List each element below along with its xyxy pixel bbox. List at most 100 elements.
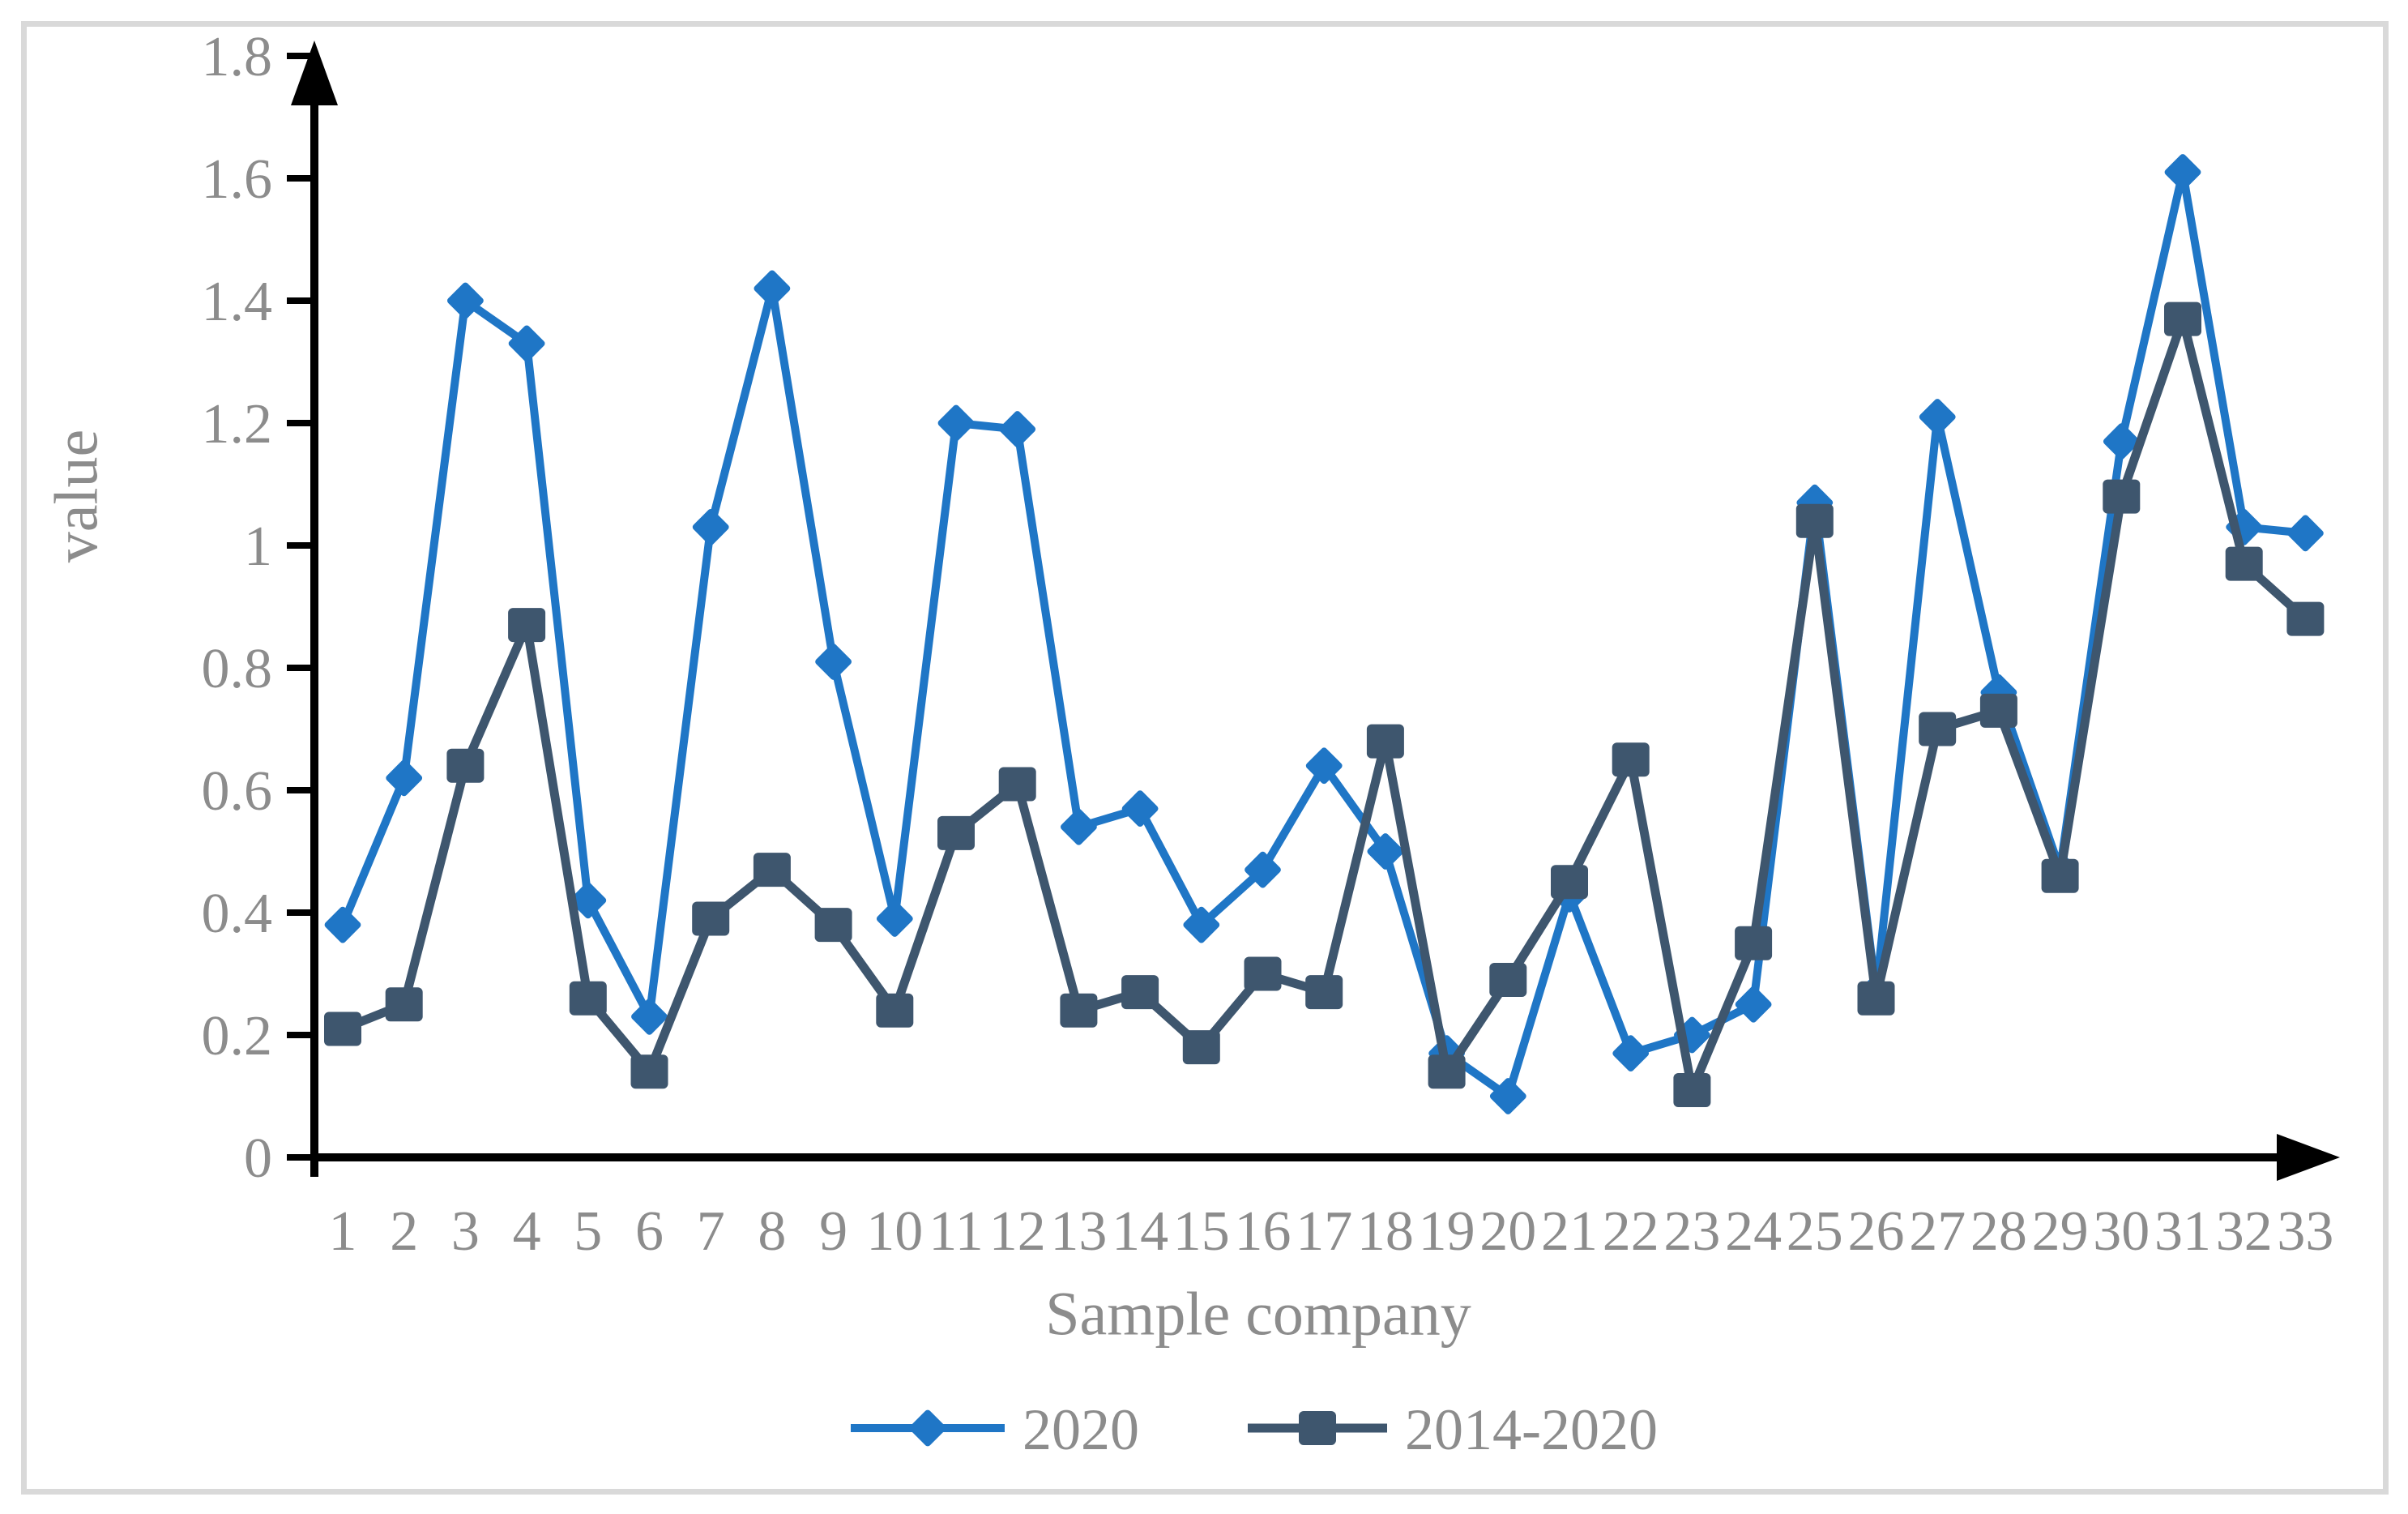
x-tick-label: 15 [1173, 1200, 1230, 1263]
data-point-square-icon [1919, 712, 1957, 746]
x-tick-label: 10 [866, 1200, 923, 1263]
data-point-diamond-icon [692, 508, 729, 545]
data-point-diamond-icon [1061, 808, 1097, 845]
x-tick-label: 14 [1112, 1200, 1168, 1263]
data-point-square-icon [1979, 693, 2017, 728]
data-point-square-icon [1182, 1030, 1220, 1065]
data-point-diamond-icon [1305, 747, 1343, 785]
y-tick-label: 0.8 [202, 638, 273, 700]
data-point-diamond-icon [999, 411, 1036, 447]
data-point-square-icon [1795, 503, 1834, 538]
data-point-diamond-icon [1612, 1035, 1650, 1072]
data-point-diamond-icon [876, 900, 913, 937]
x-tick-label: 25 [1787, 1200, 1843, 1263]
data-point-diamond-icon [570, 882, 607, 919]
x-tick-label: 22 [1603, 1200, 1659, 1263]
data-point-square-icon [446, 748, 485, 783]
x-tick-label: 24 [1725, 1200, 1782, 1263]
data-point-square-icon [1305, 975, 1343, 1010]
x-tick-label: 30 [2093, 1200, 2150, 1263]
x-tick-label: 33 [2277, 1200, 2333, 1263]
x-tick-label: 21 [1541, 1200, 1598, 1263]
x-tick-label: 6 [635, 1200, 664, 1263]
data-point-square-icon [2103, 479, 2141, 514]
data-point-diamond-icon [1735, 986, 1772, 1023]
data-point-square-icon [569, 981, 607, 1016]
x-tick-label: 8 [758, 1200, 786, 1263]
y-tick-label: 1.2 [202, 393, 273, 455]
x-tick-label: 32 [2216, 1200, 2273, 1263]
data-point-diamond-icon [324, 906, 361, 943]
legend-diamond-icon [909, 1409, 946, 1447]
x-tick-label: 9 [819, 1200, 847, 1263]
x-axis-arrow-icon [2277, 1134, 2340, 1181]
data-point-square-icon [1735, 926, 1773, 960]
legend-label: 2014-2020 [1405, 1397, 1658, 1462]
x-tick-label: 19 [1419, 1200, 1475, 1263]
data-point-diamond-icon [1183, 906, 1220, 943]
x-tick-label: 5 [574, 1200, 602, 1263]
x-tick-label: 13 [1050, 1200, 1107, 1263]
data-point-diamond-icon [937, 404, 975, 442]
x-tick-label: 7 [697, 1200, 725, 1263]
data-point-square-icon [1489, 963, 1527, 998]
x-tick-label: 27 [1909, 1200, 1966, 1263]
data-point-square-icon [937, 815, 975, 850]
x-tick-label: 20 [1479, 1200, 1536, 1263]
data-point-square-icon [324, 1011, 361, 1046]
data-point-square-icon [2041, 858, 2079, 893]
y-tick-label: 1.6 [202, 148, 273, 211]
y-tick-label: 0.6 [202, 760, 273, 823]
data-point-square-icon [1428, 1054, 1466, 1089]
y-tick-label: 0.4 [202, 883, 273, 945]
data-point-square-icon [753, 853, 791, 887]
data-point-square-icon [692, 901, 730, 936]
data-point-square-icon [1673, 1072, 1711, 1107]
x-tick-label: 11 [929, 1200, 983, 1263]
x-axis-title: Sample company [1045, 1280, 1471, 1349]
y-tick-label: 0 [244, 1127, 272, 1190]
x-tick-label: 28 [1970, 1200, 2027, 1263]
data-point-square-icon [1857, 981, 1895, 1016]
data-point-diamond-icon [1367, 833, 1404, 870]
x-tick-label: 26 [1848, 1200, 1905, 1263]
data-point-square-icon [1060, 993, 1098, 1028]
x-tick-label: 2 [390, 1200, 418, 1263]
data-point-diamond-icon [2287, 515, 2324, 552]
data-point-square-icon [998, 767, 1036, 802]
y-tick-label: 1 [244, 515, 272, 578]
data-point-diamond-icon [631, 998, 668, 1035]
x-tick-label: 1 [329, 1200, 357, 1263]
data-point-square-icon [2225, 546, 2263, 581]
x-tick-label: 18 [1357, 1200, 1414, 1263]
x-tick-label: 16 [1235, 1200, 1292, 1263]
data-point-diamond-icon [1121, 790, 1159, 828]
data-point-diamond-icon [1489, 1078, 1526, 1114]
data-point-diamond-icon [1245, 851, 1281, 888]
x-tick-label: 17 [1296, 1200, 1352, 1263]
data-point-diamond-icon [815, 644, 852, 680]
data-point-square-icon [876, 993, 914, 1028]
data-point-square-icon [508, 608, 546, 643]
data-point-diamond-icon [2103, 423, 2140, 460]
data-point-diamond-icon [754, 270, 791, 307]
legend-label: 2020 [1023, 1397, 1139, 1462]
data-point-diamond-icon [447, 282, 484, 319]
data-point-diamond-icon [508, 325, 545, 362]
data-point-square-icon [1121, 975, 1159, 1010]
series-line-2020 [339, 168, 2306, 1101]
data-point-square-icon [1551, 865, 1588, 900]
data-point-square-icon [630, 1054, 668, 1089]
data-point-square-icon [1612, 742, 1650, 777]
y-tick-label: 1.8 [202, 26, 273, 88]
data-point-square-icon [2286, 601, 2325, 636]
data-point-square-icon [814, 908, 852, 943]
y-tick-label: 0.2 [202, 1005, 273, 1067]
y-axis-arrow-icon [291, 41, 338, 105]
data-point-square-icon [1244, 956, 1282, 991]
y-axis-title: value [42, 429, 111, 563]
x-tick-label: 29 [2032, 1200, 2089, 1263]
x-tick-label: 3 [451, 1200, 480, 1263]
